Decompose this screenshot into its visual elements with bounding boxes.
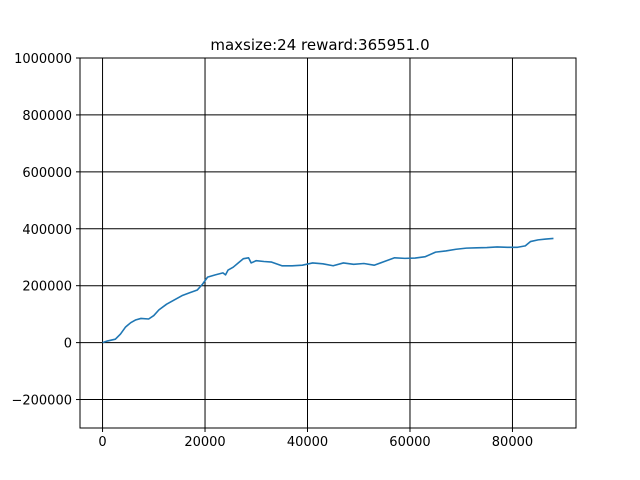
grid <box>80 57 576 428</box>
x-tick-label: 20000 <box>184 435 225 450</box>
y-tick-label: 400000 <box>22 223 72 238</box>
chart-title: maxsize:24 reward:365951.0 <box>210 36 429 54</box>
y-tick-label: 1000000 <box>14 52 72 67</box>
x-tick-label: 0 <box>98 435 106 450</box>
series-line <box>102 237 554 344</box>
y-tick-label: 0 <box>64 337 72 352</box>
x-axis: 0 20000 40000 60000 80000 <box>98 428 533 450</box>
y-tick-label: 800000 <box>22 109 72 124</box>
y-tick-label: −200000 <box>11 394 72 409</box>
y-axis: −200000 0 200000 400000 600000 800000 1000000 <box>11 52 80 409</box>
x-tick-label: 60000 <box>389 435 430 450</box>
x-tick-label: 80000 <box>492 435 533 450</box>
y-tick-label: 200000 <box>22 280 72 295</box>
y-tick-label: 600000 <box>22 166 72 181</box>
x-tick-label: 40000 <box>287 435 328 450</box>
plot-frame <box>79 57 577 429</box>
series-layer <box>102 237 554 344</box>
